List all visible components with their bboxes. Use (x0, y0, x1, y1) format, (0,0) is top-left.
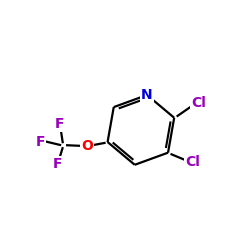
Text: O: O (81, 140, 93, 153)
Text: Cl: Cl (191, 96, 206, 110)
Text: F: F (55, 118, 65, 132)
Text: N: N (141, 88, 153, 102)
Text: F: F (53, 156, 62, 170)
Text: F: F (36, 134, 45, 148)
Text: Cl: Cl (185, 156, 200, 170)
